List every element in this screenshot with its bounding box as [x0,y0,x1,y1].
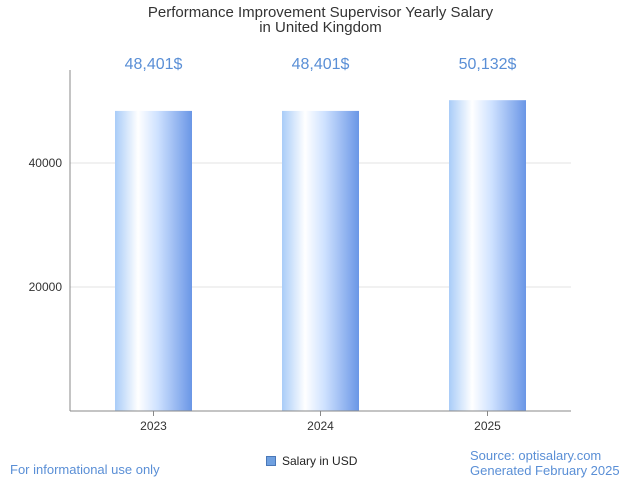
legend: Salary in USD [266,450,357,472]
x-tick-label-2024: 2024 [307,419,334,433]
bar-2024 [282,110,359,411]
legend-label: Salary in USD [282,454,358,468]
data-label-2025: 50,132$ [459,56,517,73]
x-tick-label-2025: 2025 [474,419,501,433]
generated-text: Generated February 2025 [470,463,620,478]
bar-2023 [115,110,192,411]
source-text: Source: optisalary.com [470,448,602,463]
legend-swatch [266,456,276,466]
x-tick-label-2023: 2023 [140,419,167,433]
y-tick-label: 40000 [29,156,63,170]
chart-title-line-1: Performance Improvement Supervisor Yearl… [147,4,494,21]
bar-2025 [449,100,526,411]
y-tick-label: 20000 [29,280,63,294]
chart-title-line-2: in United Kingdom [259,19,382,36]
data-label-2024: 48,401$ [292,56,350,73]
data-label-2023: 48,401$ [125,56,183,73]
disclaimer-text: For informational use only [10,462,160,477]
